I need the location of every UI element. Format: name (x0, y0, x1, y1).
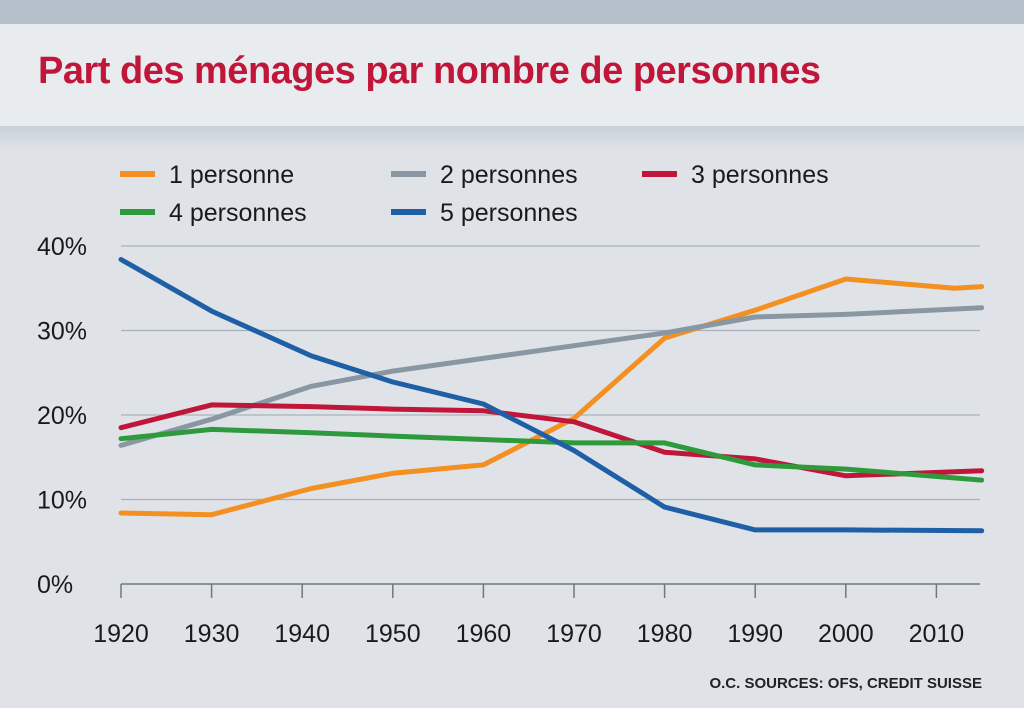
x-tick-label: 1990 (727, 620, 783, 648)
series-line-1 (118, 276, 985, 518)
x-tick-label: 2000 (818, 620, 874, 648)
title-shadow (0, 126, 1024, 150)
y-tick-label: 40% (37, 233, 87, 261)
y-tick-label: 10% (37, 487, 87, 515)
chart-title: Part des ménages par nombre de personnes (38, 50, 821, 92)
legend-label-4: 4 personnes (169, 199, 307, 227)
x-tick-label: 1930 (184, 620, 240, 648)
x-tick-label: 1960 (456, 620, 512, 648)
x-tick-label: 1970 (546, 620, 602, 648)
series-line-2 (118, 305, 985, 448)
title-bar (0, 24, 1024, 126)
x-tick-label: 2010 (909, 620, 965, 648)
source-note: O.C. SOURCES: OFS, CREDIT SUISSE (709, 675, 982, 692)
header-strip (0, 0, 1024, 24)
legend-label-2: 2 personnes (440, 161, 578, 189)
y-tick-label: 30% (37, 318, 87, 346)
series-line-4 (118, 426, 985, 483)
legend-label-1: 1 personne (169, 161, 294, 189)
x-tick-label: 1920 (93, 620, 149, 648)
series-line-5 (118, 257, 985, 534)
legend-label-3: 3 personnes (691, 161, 829, 189)
x-tick-label: 1940 (274, 620, 330, 648)
y-tick-label: 20% (37, 402, 87, 430)
x-tick-label: 1950 (365, 620, 421, 648)
legend-label-5: 5 personnes (440, 199, 578, 227)
x-tick-label: 1980 (637, 620, 693, 648)
y-tick-label: 0% (37, 571, 73, 599)
